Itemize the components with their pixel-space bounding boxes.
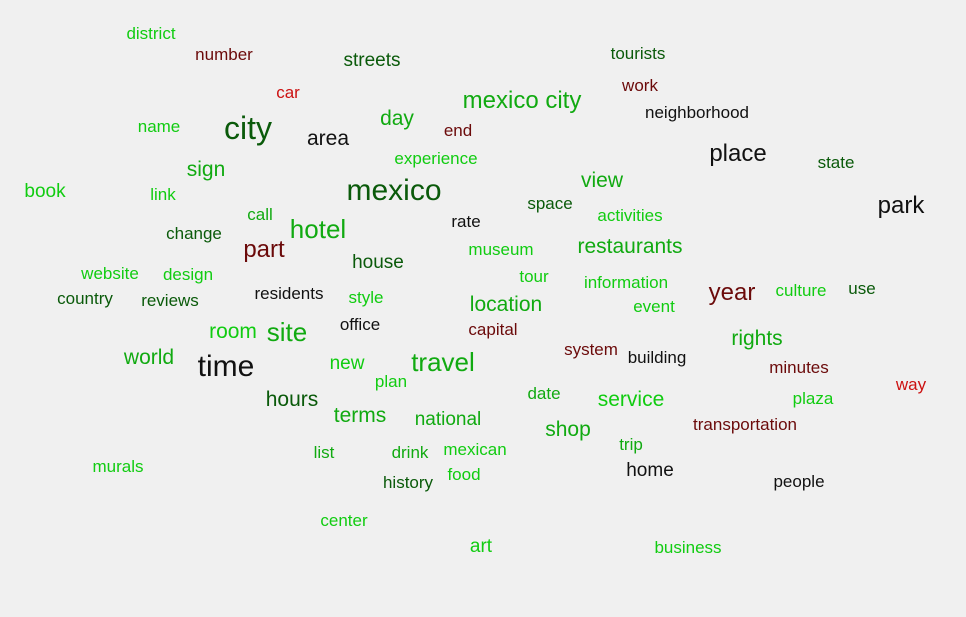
word: rights <box>731 327 783 350</box>
word: number <box>195 45 253 64</box>
word: use <box>848 279 876 298</box>
word: experience <box>394 149 478 168</box>
word: car <box>276 83 300 102</box>
word: tour <box>519 267 549 286</box>
word: minutes <box>769 358 829 377</box>
word: travel <box>411 347 475 377</box>
word: time <box>197 350 255 383</box>
word: book <box>24 181 66 202</box>
word: mexico city <box>462 87 582 114</box>
word: people <box>773 472 825 491</box>
word: neighborhood <box>645 103 749 122</box>
word: residents <box>254 284 324 303</box>
word: museum <box>468 240 534 259</box>
word: site <box>266 317 308 347</box>
word: call <box>247 205 273 224</box>
word: list <box>313 443 335 462</box>
word: style <box>348 288 384 307</box>
word: state <box>817 153 855 172</box>
word: work <box>622 76 658 95</box>
word: business <box>654 538 722 557</box>
word: park <box>877 192 925 219</box>
word: house <box>352 252 404 273</box>
word: rate <box>451 212 481 231</box>
word: space <box>527 194 573 213</box>
word: reviews <box>141 291 199 310</box>
word: design <box>162 265 214 284</box>
word: country <box>57 289 113 308</box>
word: trip <box>619 435 643 454</box>
word: plaza <box>792 389 834 408</box>
word: name <box>137 117 181 136</box>
word: mexico <box>346 174 442 207</box>
word: streets <box>343 50 401 71</box>
word: way <box>895 375 927 394</box>
word: capital <box>468 320 518 339</box>
word: place <box>709 140 767 167</box>
word: event <box>633 297 675 316</box>
word: city <box>224 110 272 146</box>
word: tourists <box>610 44 666 63</box>
word: restaurants <box>577 235 683 258</box>
word: hours <box>265 388 319 411</box>
word: mexican <box>443 440 507 459</box>
word: plan <box>374 372 408 391</box>
word: view <box>580 169 624 192</box>
word: center <box>320 511 368 530</box>
word: system <box>564 340 618 359</box>
word: location <box>469 293 543 316</box>
word: terms <box>333 404 387 427</box>
word: national <box>414 409 482 430</box>
word: culture <box>775 281 827 300</box>
word: day <box>380 107 414 130</box>
word: world <box>123 346 175 369</box>
word: new <box>329 353 365 374</box>
word: art <box>469 536 493 557</box>
word: transportation <box>693 415 797 434</box>
word: end <box>443 121 473 140</box>
word: year <box>708 279 756 306</box>
word: change <box>166 224 222 243</box>
word: hotel <box>289 214 347 244</box>
word: sign <box>186 158 226 181</box>
word: part <box>243 236 285 263</box>
word: home <box>626 460 674 481</box>
word: link <box>150 185 176 204</box>
word: service <box>597 388 665 411</box>
word: drink <box>391 443 429 462</box>
word: building <box>627 348 687 367</box>
word: activities <box>597 206 663 225</box>
word: food <box>447 465 481 484</box>
word: district <box>126 24 176 43</box>
word: murals <box>92 457 144 476</box>
word: website <box>81 264 139 283</box>
word: history <box>382 473 434 492</box>
word: shop <box>545 418 591 441</box>
word: office <box>339 315 381 334</box>
word: information <box>583 273 669 292</box>
word: date <box>527 384 561 403</box>
word: area <box>306 127 350 150</box>
word: room <box>209 320 257 343</box>
